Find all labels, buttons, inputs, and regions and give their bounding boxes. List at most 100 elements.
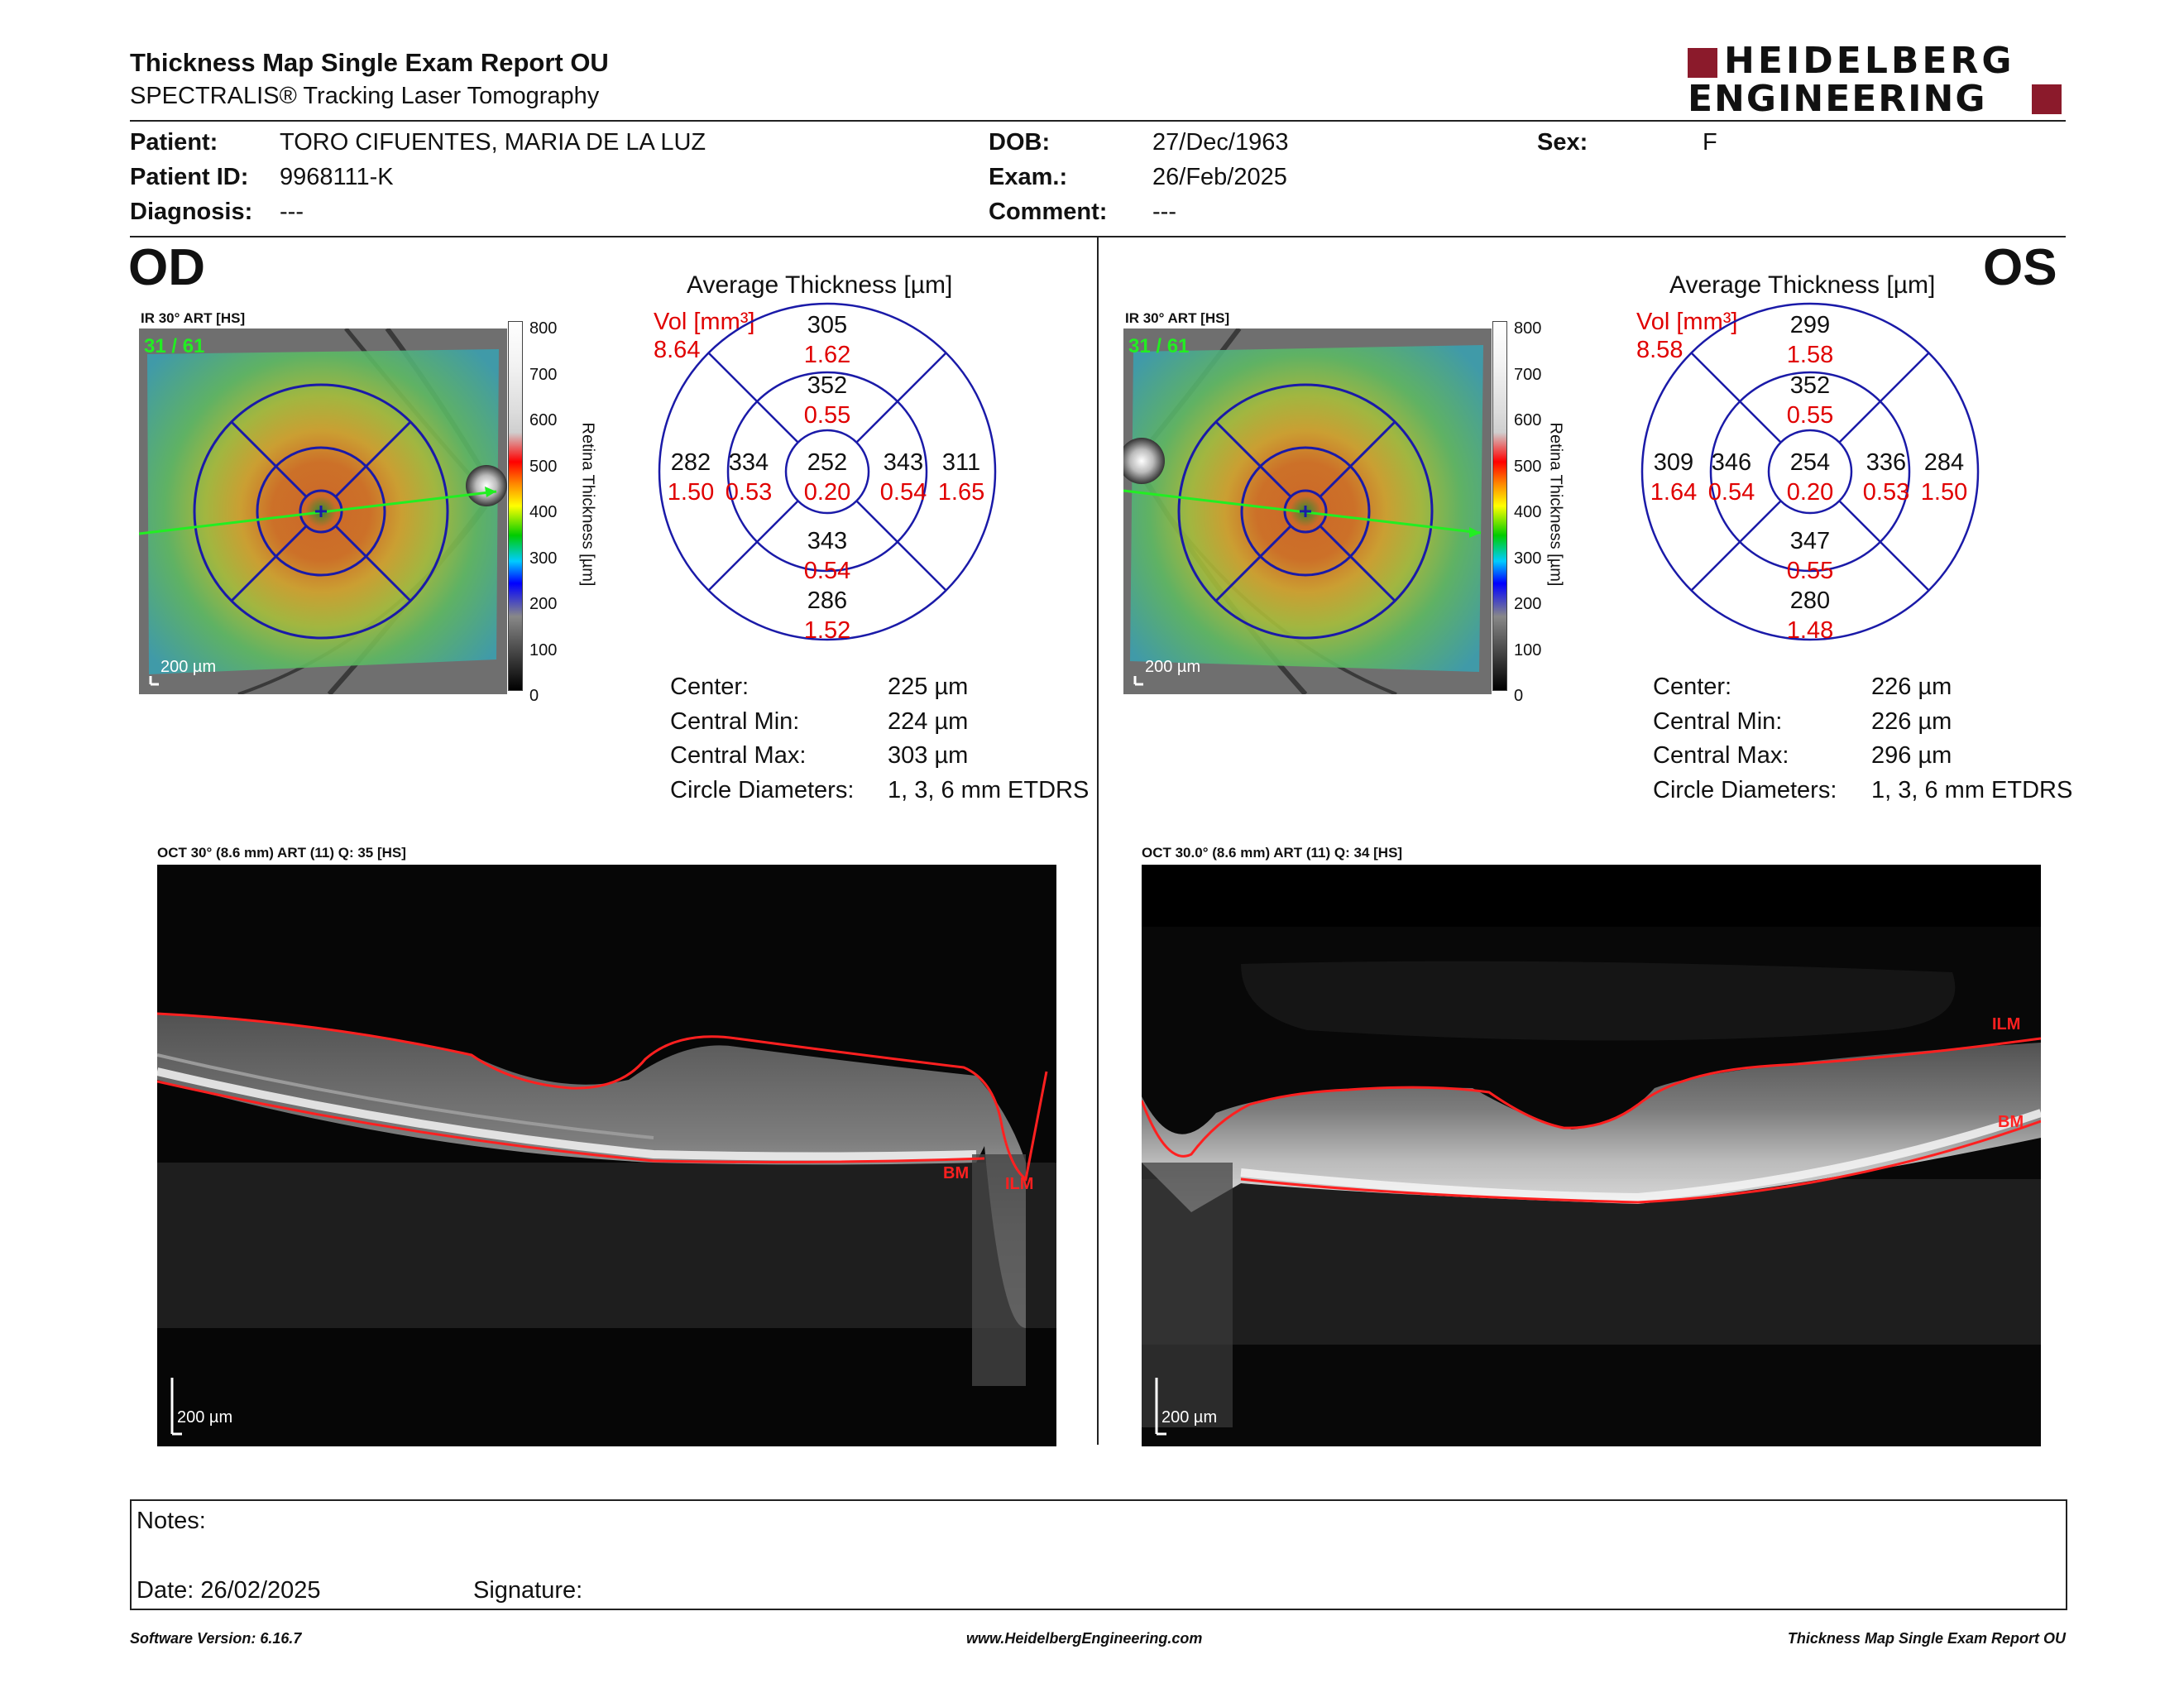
os-vol-label: Vol [mm³] bbox=[1636, 309, 1738, 335]
od-scale-title: Retina Thickness [µm] bbox=[578, 422, 597, 587]
os-scale-labels: 800 700 600 500 400 300 200 100 0 bbox=[1514, 306, 1541, 720]
od-outer-superior-thickness: 305 bbox=[807, 312, 848, 338]
os-fundus-counter: 31 / 61 bbox=[1128, 335, 1190, 357]
od-scale-label: 400 bbox=[529, 503, 558, 521]
od-stat-value: 225 µm bbox=[888, 674, 969, 700]
od-fundus-svg bbox=[139, 328, 507, 694]
notes-label: Notes: bbox=[136, 1508, 206, 1534]
od-scale-bar bbox=[508, 321, 523, 691]
os-outer-nasal-volume: 1.64 bbox=[1650, 479, 1698, 506]
os-outer-superior-volume: 1.58 bbox=[1786, 342, 1834, 368]
od-oct-svg bbox=[157, 865, 1056, 1446]
od-inner-temporal-volume: 0.53 bbox=[725, 479, 773, 506]
date-label: Date: 26/02/2025 bbox=[136, 1577, 321, 1604]
od-stat-label: Central Min: bbox=[670, 707, 800, 735]
od-stats-labels: Center: Central Min: Central Max: Circle… bbox=[670, 670, 854, 808]
os-scale-label: 300 bbox=[1514, 549, 1542, 568]
logo-square-bottom bbox=[2032, 84, 2062, 114]
os-center-thickness: 254 bbox=[1789, 449, 1831, 476]
od-scale-label: 0 bbox=[529, 687, 539, 705]
patient-id-label: Patient ID: bbox=[130, 164, 249, 190]
os-stat-value: 296 µm bbox=[1871, 742, 1952, 769]
patient-label: Patient: bbox=[130, 129, 218, 156]
os-center-volume: 0.20 bbox=[1786, 479, 1834, 506]
report-title: Thickness Map Single Exam Report OU bbox=[130, 48, 609, 77]
od-vol-label: Vol [mm³] bbox=[654, 309, 755, 335]
os-inner-temporal-thickness: 336 bbox=[1866, 449, 1907, 476]
os-inner-temporal-volume: 0.53 bbox=[1862, 479, 1910, 506]
sex-value: F bbox=[1703, 129, 1717, 156]
od-center-volume: 0.20 bbox=[803, 479, 851, 506]
diagnosis-label: Diagnosis: bbox=[130, 199, 253, 225]
os-outer-superior-thickness: 299 bbox=[1789, 312, 1831, 338]
od-stat-value: 1, 3, 6 mm ETDRS bbox=[888, 776, 1090, 803]
os-stat-label: Central Max: bbox=[1653, 742, 1789, 769]
od-scale-label: 300 bbox=[529, 549, 558, 568]
os-ilm-label: ILM bbox=[1992, 1015, 2021, 1033]
od-inner-temporal-thickness: 334 bbox=[728, 449, 769, 476]
od-inner-nasal-volume: 0.54 bbox=[879, 479, 927, 506]
os-scale-label: 800 bbox=[1514, 319, 1542, 338]
od-fundus-counter: 31 / 61 bbox=[144, 335, 205, 357]
od-stat-label: Circle Diameters: bbox=[670, 776, 855, 803]
comment-label: Comment: bbox=[989, 199, 1108, 225]
od-outer-temporal-volume: 1.50 bbox=[667, 479, 715, 506]
os-scale-label: 700 bbox=[1514, 365, 1542, 384]
comment-value: --- bbox=[1152, 199, 1176, 225]
os-stat-label: Central Min: bbox=[1653, 707, 1783, 735]
signature-label: Signature: bbox=[473, 1577, 583, 1604]
os-inner-nasal-volume: 0.54 bbox=[1707, 479, 1755, 506]
od-oct-image: BM ILM 200 µm bbox=[157, 865, 1056, 1446]
od-grid-values: 305 1.62 352 0.55 252 0.20 343 0.54 286 … bbox=[658, 302, 997, 644]
eye-label-od: OD bbox=[128, 239, 205, 296]
notes-box: Notes: Date: 26/02/2025 Signature: bbox=[130, 1499, 2067, 1610]
diagnosis-value: --- bbox=[280, 199, 304, 225]
patient-name: TORO CIFUENTES, MARIA DE LA LUZ bbox=[280, 129, 706, 156]
od-stat-label: Central Max: bbox=[670, 742, 807, 769]
os-scale-bar bbox=[1492, 321, 1507, 691]
od-avg-title: Average Thickness [µm] bbox=[687, 271, 953, 299]
eye-label-os: OS bbox=[1983, 239, 2057, 296]
os-fundus-scale: 200 µm bbox=[1145, 658, 1201, 676]
os-inner-inferior-volume: 0.55 bbox=[1786, 558, 1834, 584]
od-outer-inferior-thickness: 286 bbox=[807, 587, 848, 614]
os-oct-image: ILM BM 200 µm bbox=[1142, 865, 2041, 1446]
sex-label: Sex: bbox=[1537, 129, 1588, 156]
os-outer-inferior-volume: 1.48 bbox=[1786, 617, 1834, 644]
os-etdrs-grid bbox=[1640, 302, 1980, 641]
od-inner-superior-volume: 0.55 bbox=[803, 402, 851, 429]
od-oct-scale: 200 µm bbox=[177, 1408, 233, 1427]
os-scale-label: 400 bbox=[1514, 503, 1542, 521]
od-fundus-scale: 200 µm bbox=[160, 658, 217, 676]
od-scale-label: 800 bbox=[529, 319, 558, 338]
os-scale-label: 200 bbox=[1514, 595, 1542, 613]
od-stat-value: 303 µm bbox=[888, 742, 969, 769]
od-inner-inferior-volume: 0.54 bbox=[803, 558, 851, 584]
os-inner-nasal-thickness: 346 bbox=[1711, 449, 1752, 476]
os-inner-superior-volume: 0.55 bbox=[1786, 402, 1834, 429]
exam-label: Exam.: bbox=[989, 164, 1068, 190]
od-scale-label: 100 bbox=[529, 640, 558, 659]
os-fundus-svg bbox=[1123, 328, 1492, 694]
os-color-scale bbox=[1492, 321, 1575, 691]
os-outer-nasal-thickness: 309 bbox=[1653, 449, 1694, 476]
od-scale-label: 500 bbox=[529, 457, 558, 476]
software-version: Software Version: 6.16.7 bbox=[130, 1630, 302, 1647]
od-color-scale bbox=[508, 321, 591, 691]
dob-label: DOB: bbox=[989, 129, 1051, 156]
od-stat-label: Center: bbox=[670, 674, 750, 700]
footer-report-name: Thickness Map Single Exam Report OU bbox=[1787, 1630, 2066, 1647]
od-stats-values: 225 µm 224 µm 303 µm 1, 3, 6 mm ETDRS bbox=[888, 670, 1089, 808]
od-ilm-label: ILM bbox=[1005, 1175, 1034, 1193]
od-outer-inferior-volume: 1.52 bbox=[803, 617, 851, 644]
dob-value: 27/Dec/1963 bbox=[1152, 129, 1289, 156]
patient-id-value: 9968111-K bbox=[280, 164, 394, 190]
os-stats-values: 226 µm 226 µm 296 µm 1, 3, 6 mm ETDRS bbox=[1871, 670, 2072, 808]
od-scale-labels: 800 700 600 500 400 300 200 100 0 bbox=[529, 306, 557, 720]
od-outer-superior-volume: 1.62 bbox=[803, 342, 851, 368]
website-link[interactable]: www.HeidelbergEngineering.com bbox=[966, 1630, 1203, 1647]
od-ir-label: IR 30° ART [HS] bbox=[141, 310, 246, 326]
os-scale-label: 500 bbox=[1514, 457, 1542, 476]
od-scale-label: 700 bbox=[529, 365, 558, 384]
od-etdrs-grid bbox=[658, 302, 997, 641]
